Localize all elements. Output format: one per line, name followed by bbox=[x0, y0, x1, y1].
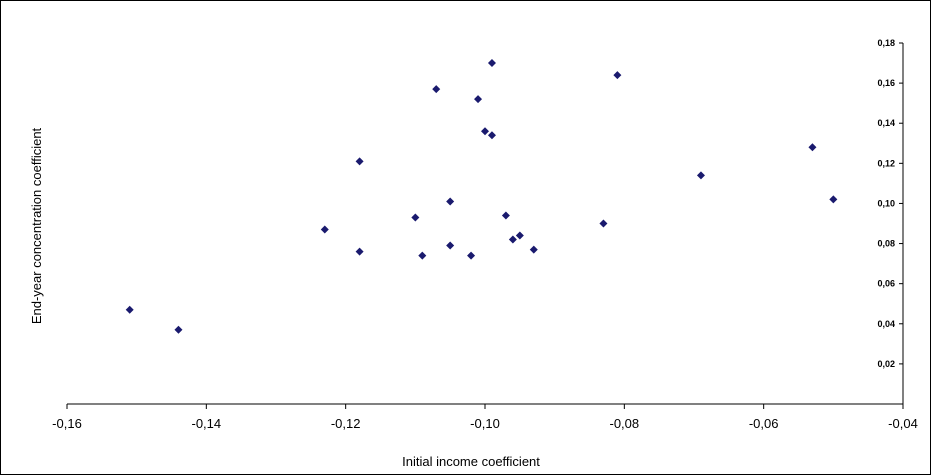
data-point bbox=[355, 157, 364, 166]
data-point bbox=[696, 171, 705, 180]
x-tick-label: -0,12 bbox=[331, 416, 361, 431]
y-axis-title: End-year concentration coefficient bbox=[29, 127, 44, 324]
data-point bbox=[125, 305, 134, 314]
x-tick-label: -0,10 bbox=[470, 416, 500, 431]
data-point bbox=[432, 85, 441, 94]
y-ticks: 0,02 0,04 0,06 0,08 0,10 0,12 0,14 0,16 0,18 bbox=[877, 38, 903, 369]
y-tick-label: 0,12 bbox=[877, 158, 895, 168]
data-point bbox=[446, 197, 455, 206]
data-point bbox=[529, 245, 538, 254]
data-point bbox=[501, 211, 510, 220]
x-tick-label: -0,08 bbox=[610, 416, 640, 431]
y-tick-label: 0,14 bbox=[877, 118, 895, 128]
data-point bbox=[446, 241, 455, 250]
axes bbox=[67, 43, 904, 405]
data-point bbox=[481, 127, 489, 136]
x-tick-label: -0,06 bbox=[749, 416, 779, 431]
data-point bbox=[808, 143, 817, 152]
data-point bbox=[508, 235, 517, 244]
y-tick-label: 0,18 bbox=[877, 38, 895, 48]
data-points bbox=[125, 59, 838, 334]
data-point bbox=[418, 251, 427, 260]
x-axis-title: Initial income coefficient bbox=[402, 454, 540, 469]
data-point bbox=[467, 251, 476, 260]
y-tick-label: 0,06 bbox=[877, 279, 895, 289]
data-point bbox=[487, 59, 496, 68]
data-point bbox=[411, 213, 420, 222]
y-tick-label: 0,10 bbox=[877, 198, 895, 208]
data-point bbox=[613, 71, 622, 80]
x-tick-label: -0,04 bbox=[888, 416, 918, 431]
x-tick-label: -0,14 bbox=[192, 416, 222, 431]
data-point bbox=[599, 219, 608, 228]
y-tick-label: 0,16 bbox=[877, 78, 895, 88]
x-tick-label: -0,16 bbox=[52, 416, 82, 431]
y-tick-label: 0,04 bbox=[877, 319, 895, 329]
data-point bbox=[474, 95, 483, 104]
x-ticks: -0,16 -0,14 -0,12 -0,10 -0,08 -0,06 -0,04 bbox=[52, 404, 918, 431]
data-point bbox=[174, 325, 183, 334]
data-point bbox=[829, 195, 838, 204]
data-point bbox=[487, 131, 496, 140]
data-point bbox=[320, 225, 329, 234]
y-tick-label: 0,02 bbox=[877, 359, 895, 369]
y-tick-label: 0,08 bbox=[877, 239, 895, 249]
data-point bbox=[515, 231, 524, 240]
data-point bbox=[355, 247, 364, 256]
